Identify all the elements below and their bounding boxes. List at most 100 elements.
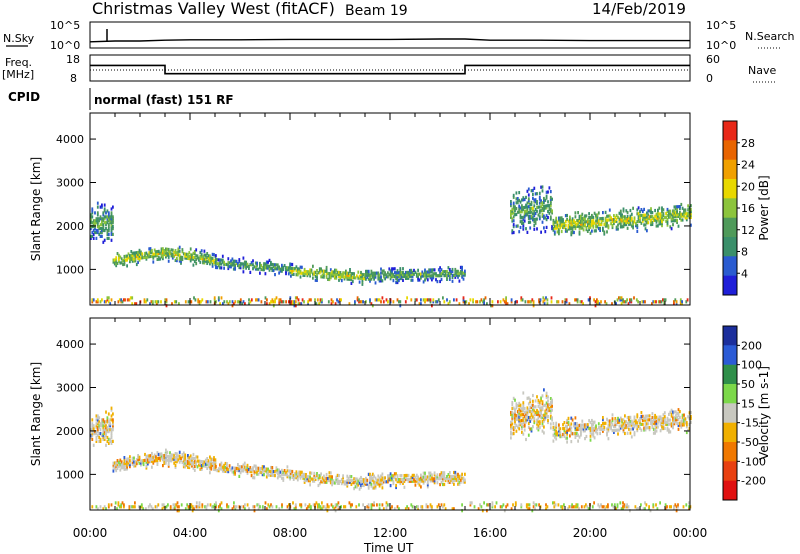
range-gate-cell [543, 204, 545, 208]
range-gate-cell [243, 264, 246, 268]
range-gate-cell [283, 472, 286, 477]
range-gate-cell [510, 420, 512, 424]
range-gate-cell [611, 218, 614, 222]
range-gate-cell [541, 394, 544, 398]
range-gate-cell [540, 406, 542, 410]
range-gate-cell [268, 264, 271, 268]
range-gate-cell [611, 423, 614, 427]
range-gate-cell [410, 270, 413, 274]
range-gate-cell [510, 209, 512, 213]
range-gate-cell [494, 505, 496, 509]
range-gate-cell [319, 507, 322, 511]
range-gate-cell [435, 475, 437, 479]
range-gate-cell [98, 217, 101, 221]
range-gate-cell [655, 415, 658, 419]
range-gate-cell [250, 468, 253, 472]
range-gate-cell [518, 423, 521, 427]
range-gate-cell [559, 216, 562, 220]
range-gate-cell [292, 477, 295, 481]
range-gate-cell [442, 475, 444, 479]
range-gate-cell [316, 474, 318, 478]
range-gate-cell [637, 424, 640, 429]
freq-series-line [90, 64, 690, 75]
range-gate-cell [591, 418, 593, 423]
range-gate-cell [339, 479, 342, 484]
range-gate-cell [231, 466, 234, 470]
range-gate-cell [226, 503, 228, 507]
range-gate-cell [669, 213, 672, 217]
range-gate-cell [298, 271, 300, 275]
range-gate-cell [90, 433, 92, 438]
range-gate-cell [553, 427, 556, 431]
range-gate-cell [588, 223, 590, 228]
range-gate-cell [565, 300, 568, 304]
range-gate-cell [545, 415, 548, 419]
range-gate-cell [428, 298, 430, 302]
range-gate-cell [353, 481, 355, 485]
range-gate-cell [527, 433, 530, 437]
range-gate-cell [342, 271, 344, 275]
range-gate-cell [651, 421, 654, 426]
range-gate-cell [662, 212, 665, 216]
range-gate-cell [497, 300, 499, 304]
range-gate-cell [366, 269, 369, 273]
range-gate-cell [681, 214, 684, 218]
range-gate-cell [543, 425, 545, 429]
range-gate-cell [110, 406, 113, 410]
range-gate-cell [212, 505, 215, 509]
range-gate-cell [195, 254, 198, 258]
range-gate-cell [640, 503, 642, 507]
range-gate-cell [116, 462, 119, 467]
range-gate-cell [295, 472, 298, 476]
range-gate-cell [101, 230, 103, 235]
range-gate-cell [227, 261, 230, 265]
range-gate-cell [529, 216, 532, 220]
range-gate-cell [305, 477, 307, 481]
range-gate-cell [544, 230, 547, 234]
range-gate-cell [637, 212, 640, 216]
range-gate-cell [577, 423, 579, 428]
range-gate-cell [570, 221, 573, 225]
range-gate-cell [378, 277, 381, 281]
range-gate-cell [171, 254, 174, 258]
range-gate-cell [310, 268, 313, 272]
range-gate-cell [599, 223, 601, 227]
range-gate-cell [523, 428, 526, 432]
range-gate-cell [217, 509, 220, 513]
range-gate-cell [677, 503, 679, 507]
range-gate-cell [690, 411, 692, 415]
range-gate-cell [192, 255, 195, 259]
range-gate-cell [547, 200, 549, 204]
range-gate-cell [668, 213, 670, 217]
range-gate-cell [143, 300, 146, 304]
range-gate-cell [521, 419, 523, 423]
range-gate-cell [325, 265, 328, 270]
range-gate-cell [443, 503, 446, 507]
range-gate-cell [357, 483, 360, 487]
range-gate-cell [342, 273, 344, 277]
range-gate-cell [437, 477, 440, 481]
range-gate-cell [219, 262, 221, 266]
range-gate-cell [431, 479, 433, 483]
range-gate-cell [672, 217, 674, 221]
range-gate-cell [109, 302, 112, 306]
range-gate-cell [410, 278, 413, 282]
range-gate-cell [626, 214, 629, 219]
range-gate-cell [91, 433, 94, 438]
range-gate-cell [124, 254, 127, 258]
range-gate-cell [418, 483, 421, 487]
range-gate-cell [192, 460, 195, 464]
range-gate-cell [178, 450, 181, 454]
range-gate-cell [221, 465, 224, 469]
range-gate-cell [91, 207, 94, 211]
range-gate-cell [459, 474, 462, 478]
range-gate-cell [354, 300, 356, 304]
range-gate-cell [210, 459, 213, 463]
range-gate-cell [557, 300, 560, 304]
range-gate-cell [543, 216, 545, 220]
range-gate-cell [464, 478, 466, 482]
range-gate-cell [122, 262, 124, 267]
range-gate-cell [555, 226, 558, 230]
range-gate-cell [511, 410, 514, 414]
range-gate-cell [234, 466, 236, 470]
